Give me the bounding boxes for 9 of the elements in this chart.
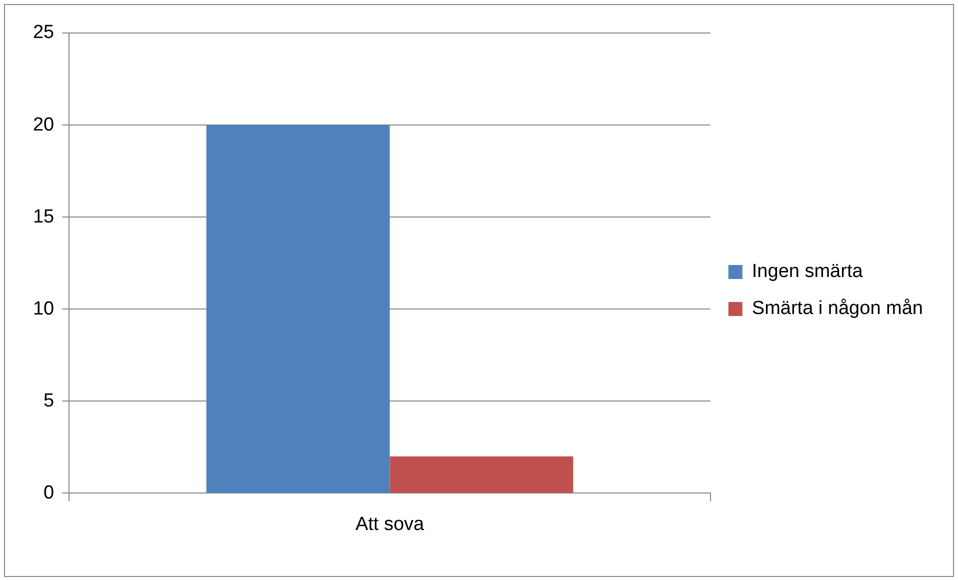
y-tick-label: 5 — [44, 390, 54, 412]
legend-label: Smärta i någon mån — [752, 298, 923, 320]
y-tick-label: 0 — [44, 482, 54, 504]
y-tick-label: 25 — [32, 22, 54, 44]
y-tick-label: 20 — [32, 114, 54, 136]
x-tick-label: Att sova — [355, 514, 425, 535]
y-tick-label: 10 — [32, 298, 54, 320]
y-tick-label: 15 — [32, 206, 54, 228]
legend-label: Ingen smärta — [752, 261, 864, 282]
